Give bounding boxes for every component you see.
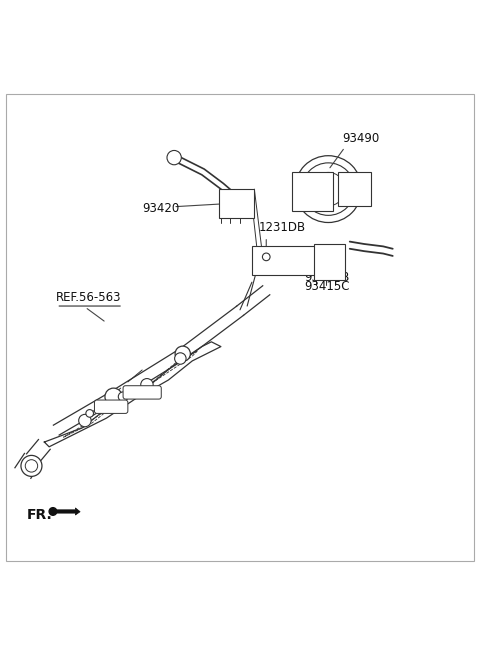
Circle shape — [175, 346, 191, 362]
Polygon shape — [51, 508, 80, 515]
Circle shape — [302, 163, 355, 215]
Circle shape — [21, 455, 42, 476]
FancyBboxPatch shape — [123, 386, 161, 399]
Text: 1231DB: 1231DB — [259, 221, 306, 234]
Circle shape — [141, 379, 153, 391]
Text: REF.56-563: REF.56-563 — [56, 291, 122, 304]
Circle shape — [49, 508, 57, 515]
Circle shape — [175, 353, 186, 364]
Text: FR.: FR. — [27, 508, 52, 521]
Text: 93420: 93420 — [142, 202, 180, 215]
Circle shape — [263, 253, 270, 261]
Circle shape — [312, 172, 345, 206]
FancyBboxPatch shape — [314, 244, 345, 280]
Circle shape — [295, 156, 362, 223]
FancyBboxPatch shape — [95, 400, 128, 413]
Circle shape — [118, 392, 128, 402]
Circle shape — [25, 460, 37, 472]
Circle shape — [170, 154, 178, 161]
Circle shape — [105, 388, 122, 405]
Text: 93490: 93490 — [343, 132, 380, 145]
FancyBboxPatch shape — [338, 172, 371, 206]
FancyBboxPatch shape — [218, 189, 254, 217]
FancyBboxPatch shape — [252, 246, 319, 275]
Circle shape — [167, 151, 181, 165]
Text: 93415B: 93415B — [304, 271, 350, 284]
Circle shape — [86, 409, 94, 417]
FancyBboxPatch shape — [292, 172, 333, 210]
Circle shape — [79, 415, 91, 427]
Text: 93415C: 93415C — [304, 280, 350, 293]
